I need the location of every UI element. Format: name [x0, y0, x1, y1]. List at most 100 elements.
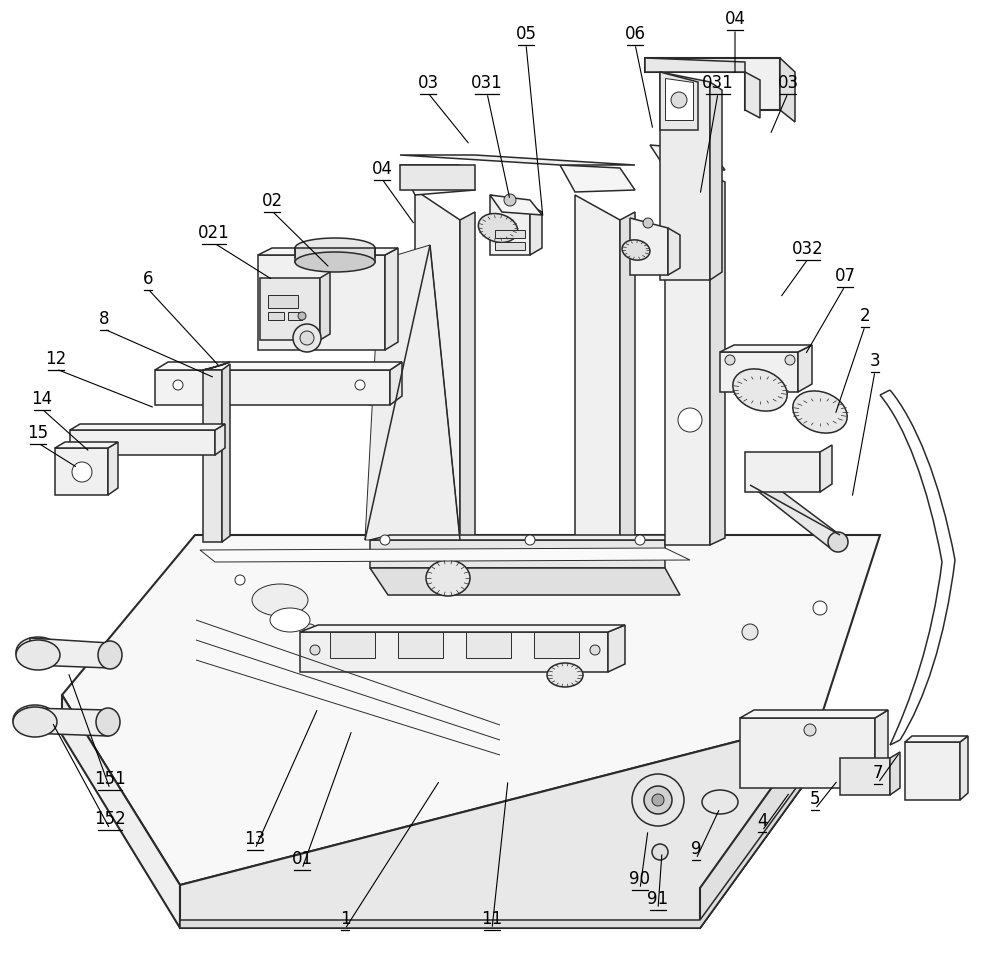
Circle shape	[365, 335, 375, 345]
Polygon shape	[650, 145, 725, 170]
Circle shape	[813, 601, 827, 615]
Polygon shape	[260, 278, 320, 340]
Polygon shape	[534, 632, 579, 658]
Ellipse shape	[478, 213, 518, 243]
Polygon shape	[740, 710, 888, 718]
Polygon shape	[660, 72, 698, 130]
Polygon shape	[268, 295, 298, 308]
Circle shape	[293, 324, 321, 352]
Polygon shape	[720, 352, 798, 392]
Polygon shape	[665, 78, 693, 120]
Text: 04: 04	[724, 10, 746, 28]
Polygon shape	[660, 72, 710, 280]
Polygon shape	[320, 272, 330, 340]
Ellipse shape	[13, 707, 57, 737]
Text: 14: 14	[31, 390, 53, 408]
Polygon shape	[490, 195, 542, 215]
Circle shape	[590, 645, 600, 655]
Text: 04: 04	[372, 160, 392, 178]
Polygon shape	[215, 424, 225, 455]
Polygon shape	[960, 736, 968, 800]
Text: 021: 021	[198, 224, 230, 242]
Polygon shape	[330, 632, 375, 658]
Ellipse shape	[252, 584, 308, 616]
Polygon shape	[560, 165, 635, 192]
Polygon shape	[268, 312, 284, 320]
Circle shape	[828, 532, 848, 552]
Polygon shape	[370, 540, 665, 568]
Text: 11: 11	[481, 910, 503, 928]
Polygon shape	[700, 720, 820, 928]
Circle shape	[300, 331, 314, 345]
Text: 90: 90	[630, 870, 650, 888]
Polygon shape	[875, 710, 888, 788]
Polygon shape	[203, 370, 222, 542]
Polygon shape	[745, 452, 820, 492]
Polygon shape	[300, 632, 608, 672]
Circle shape	[635, 535, 645, 545]
Ellipse shape	[702, 790, 738, 814]
Polygon shape	[55, 448, 108, 495]
Circle shape	[644, 786, 672, 814]
Polygon shape	[30, 638, 110, 668]
Polygon shape	[745, 72, 760, 118]
Polygon shape	[62, 695, 180, 928]
Polygon shape	[288, 312, 302, 320]
Circle shape	[725, 355, 735, 365]
Polygon shape	[495, 242, 525, 250]
Circle shape	[804, 724, 816, 736]
Polygon shape	[258, 255, 385, 350]
Circle shape	[632, 774, 684, 826]
Text: 1: 1	[340, 910, 350, 928]
Polygon shape	[390, 362, 402, 405]
Polygon shape	[200, 548, 690, 562]
Text: 032: 032	[792, 240, 824, 258]
Text: 07: 07	[834, 267, 856, 285]
Text: 8: 8	[99, 310, 109, 328]
Circle shape	[298, 312, 306, 320]
Circle shape	[173, 380, 183, 390]
Polygon shape	[62, 535, 880, 885]
Circle shape	[426, 551, 434, 559]
Polygon shape	[180, 720, 820, 928]
Polygon shape	[905, 742, 960, 800]
Polygon shape	[608, 625, 625, 672]
Ellipse shape	[16, 640, 60, 670]
Circle shape	[742, 624, 758, 640]
Polygon shape	[222, 364, 230, 542]
Polygon shape	[300, 625, 625, 632]
Ellipse shape	[96, 708, 120, 736]
Polygon shape	[70, 424, 225, 430]
Polygon shape	[530, 205, 542, 255]
Text: 13: 13	[244, 830, 266, 848]
Circle shape	[365, 395, 375, 405]
Polygon shape	[180, 755, 820, 928]
Ellipse shape	[270, 608, 310, 632]
Text: 15: 15	[27, 424, 49, 442]
Ellipse shape	[733, 369, 787, 411]
Polygon shape	[495, 230, 525, 238]
Circle shape	[365, 365, 375, 375]
Polygon shape	[720, 345, 812, 352]
Text: 4: 4	[757, 812, 767, 830]
Circle shape	[72, 462, 92, 482]
Polygon shape	[890, 752, 900, 795]
Ellipse shape	[426, 560, 470, 596]
Polygon shape	[710, 175, 725, 545]
Polygon shape	[630, 218, 668, 275]
Circle shape	[310, 645, 320, 655]
Text: 03: 03	[417, 74, 439, 92]
Polygon shape	[400, 155, 635, 165]
Text: 7: 7	[873, 764, 883, 782]
Polygon shape	[645, 58, 780, 110]
Ellipse shape	[295, 238, 375, 258]
Circle shape	[235, 575, 245, 585]
Ellipse shape	[16, 637, 60, 667]
Text: 2: 2	[860, 307, 870, 325]
Circle shape	[652, 844, 668, 860]
Polygon shape	[55, 442, 118, 448]
Ellipse shape	[295, 252, 375, 272]
Polygon shape	[370, 535, 670, 540]
Polygon shape	[710, 82, 722, 280]
Polygon shape	[70, 430, 215, 455]
